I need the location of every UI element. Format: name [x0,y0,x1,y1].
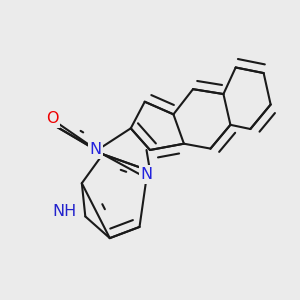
Text: N: N [90,142,102,158]
Text: N: N [140,167,153,182]
Text: O: O [46,111,58,126]
Text: NH: NH [52,204,76,219]
